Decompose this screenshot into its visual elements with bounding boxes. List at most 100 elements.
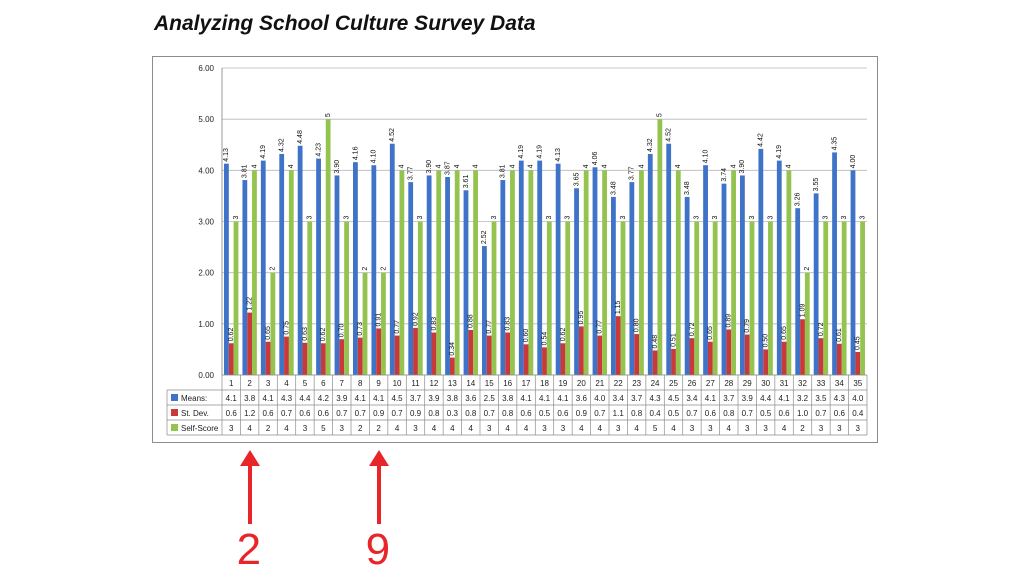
x-tick-label: 31	[780, 379, 789, 388]
data-label: 3	[233, 216, 240, 220]
bar-mean	[832, 152, 837, 375]
table-value: 4	[634, 424, 639, 433]
table-value: 4.1	[355, 394, 367, 403]
table-value: 3	[229, 424, 234, 433]
table-value: 0.6	[557, 409, 569, 418]
x-tick-label: 30	[761, 379, 770, 388]
data-label: 4.19	[537, 145, 544, 159]
bar-mean	[279, 153, 285, 375]
table-value: 3.8	[447, 394, 459, 403]
table-value: 3	[708, 424, 713, 433]
bar-selfscore	[344, 221, 349, 375]
bar-mean	[721, 183, 727, 375]
table-value: 3	[819, 424, 824, 433]
table-value: 3.6	[465, 394, 477, 403]
annotation-arrow	[239, 450, 260, 524]
table-value: 4.0	[594, 394, 606, 403]
x-tick-label: 24	[651, 379, 660, 388]
data-label: 3	[307, 216, 314, 220]
data-label: 3	[841, 216, 848, 220]
bar-mean	[224, 163, 229, 375]
data-label: 0.72	[818, 322, 825, 336]
data-label: 4.48	[297, 130, 304, 144]
bar-stdev	[726, 329, 732, 375]
legend-entry: Means:	[181, 394, 207, 403]
bar-mean	[260, 160, 266, 375]
data-label: 4	[251, 164, 258, 168]
bar-mean	[463, 190, 469, 375]
data-label: 3	[491, 216, 498, 220]
table-value: 4	[598, 424, 603, 433]
data-label: 0.54	[541, 332, 548, 346]
table-value: 4.1	[705, 394, 717, 403]
data-label: 4	[675, 164, 682, 168]
data-label: 0.91	[375, 313, 382, 327]
bar-selfscore	[546, 221, 552, 375]
arrow-shaft	[376, 464, 381, 524]
table-value: 4	[247, 424, 252, 433]
bar-mean	[758, 148, 764, 375]
table-value: 0.6	[299, 409, 311, 418]
x-tick-label: 9	[376, 379, 381, 388]
table-value: 0.7	[815, 409, 827, 418]
data-label: 0.77	[394, 320, 401, 334]
y-tick-label: 5.00	[198, 115, 214, 124]
table-value: 4.0	[852, 394, 864, 403]
bar-selfscore	[841, 221, 847, 375]
table-value: 4.1	[263, 394, 275, 403]
bar-selfscore	[768, 221, 773, 375]
table-value: 0.6	[226, 409, 238, 418]
data-label: 0.70	[339, 323, 346, 337]
bar-stdev	[247, 312, 253, 375]
table-value: 0.6	[521, 409, 533, 418]
table-value: 3.7	[410, 394, 422, 403]
bar-selfscore	[362, 272, 368, 375]
data-label: 0.88	[468, 314, 475, 328]
y-tick-label: 3.00	[198, 218, 214, 227]
data-label: 5	[325, 113, 332, 117]
bar-mean	[776, 160, 782, 375]
bar-stdev	[578, 326, 584, 375]
table-value: 4.3	[281, 394, 293, 403]
data-label: 3.74	[721, 168, 728, 182]
data-label: 3.90	[426, 160, 433, 174]
bar-stdev	[357, 337, 363, 375]
data-label: 4.19	[776, 145, 783, 159]
table-value: 3	[763, 424, 768, 433]
legend-swatch	[171, 394, 178, 401]
bar-selfscore	[657, 119, 663, 375]
data-label: 0.65	[265, 326, 272, 340]
table-value: 3	[542, 424, 547, 433]
table-value: 0.6	[705, 409, 717, 418]
y-tick-label: 1.00	[198, 320, 214, 329]
data-label: 4	[399, 164, 406, 168]
bar-mean	[703, 165, 708, 375]
bar-selfscore	[823, 221, 829, 375]
data-label: 3.90	[334, 160, 341, 174]
x-tick-label: 2	[247, 379, 252, 388]
data-label: 2	[270, 267, 277, 271]
data-label: 0.95	[578, 311, 585, 325]
data-label: 3.65	[573, 173, 580, 187]
annotation-arrow	[368, 450, 389, 524]
annotation-label: 9	[365, 525, 391, 574]
table-value: 3.9	[336, 394, 348, 403]
table-value: 4.5	[668, 394, 680, 403]
bar-mean	[297, 145, 303, 375]
arrow-head	[239, 450, 260, 466]
bar-mean	[389, 143, 395, 375]
table-value: 2	[800, 424, 805, 433]
table-value: 0.8	[502, 409, 514, 418]
data-label: 3	[694, 216, 701, 220]
bar-mean	[666, 143, 672, 375]
table-value: 0.7	[281, 409, 293, 418]
table-value: 3	[340, 424, 345, 433]
table-value: 4	[524, 424, 529, 433]
table-value: 0.6	[834, 409, 846, 418]
bar-stdev	[413, 327, 418, 375]
table-value: 4.4	[760, 394, 772, 403]
table-value: 4	[450, 424, 455, 433]
bar-selfscore	[436, 170, 442, 375]
bar-selfscore	[325, 119, 331, 375]
data-label: 4.23	[315, 143, 322, 157]
